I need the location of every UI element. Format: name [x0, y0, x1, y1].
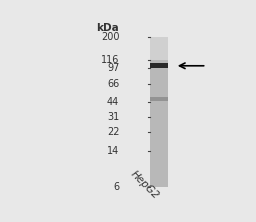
Bar [150, 37, 168, 60]
Bar [150, 63, 168, 68]
Text: 31: 31 [107, 112, 119, 122]
Text: 200: 200 [101, 32, 119, 42]
Text: 66: 66 [107, 79, 119, 89]
Text: kDa: kDa [97, 23, 119, 33]
Bar [150, 37, 168, 187]
Text: 6: 6 [113, 182, 119, 192]
Text: 44: 44 [107, 97, 119, 107]
Text: 22: 22 [107, 127, 119, 137]
Text: HepG2: HepG2 [129, 169, 161, 201]
Bar [150, 97, 168, 101]
Text: 14: 14 [107, 146, 119, 156]
Text: 116: 116 [101, 55, 119, 65]
Text: 97: 97 [107, 63, 119, 73]
